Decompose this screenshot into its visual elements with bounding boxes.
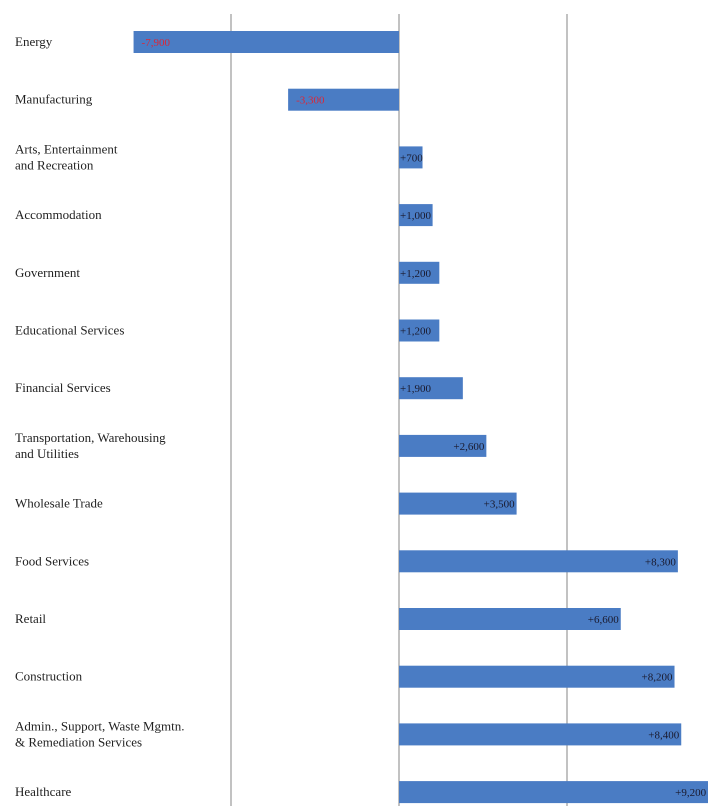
value-label-4: +1,200	[400, 268, 431, 280]
value-labels: -7,900 -3,300 +700 +1,000 +1,200 +1,200 +1,900…	[142, 37, 707, 799]
value-label-5: +1,200	[400, 326, 431, 338]
bar-12	[399, 723, 682, 746]
category-label-13: Healthcare	[15, 784, 72, 799]
category-label-8: Wholesale Trade	[15, 496, 103, 511]
value-label-1: -3,300	[296, 95, 325, 107]
bar-7	[399, 434, 487, 457]
category-label-2: Arts, Entertainment and Recreation	[15, 141, 118, 172]
bar-4	[399, 261, 440, 284]
category-label-4: Government	[15, 265, 80, 280]
category-label-9: Food Services	[15, 553, 89, 568]
value-label-6: +1,900	[400, 383, 431, 395]
bar-13	[399, 781, 708, 804]
value-label-12: +8,400	[648, 729, 679, 741]
bar-9	[399, 550, 678, 573]
value-label-7: +2,600	[453, 441, 484, 453]
bar-3	[399, 204, 433, 227]
category-label-0: Energy	[15, 34, 53, 49]
value-label-9: +8,300	[645, 556, 676, 568]
category-label-3: Accommodation	[15, 207, 102, 222]
bar-10	[399, 608, 621, 630]
category-label-11: Construction	[15, 669, 83, 684]
value-label-8: +3,500	[484, 499, 515, 511]
bar-8	[399, 492, 517, 515]
value-label-2: +700	[400, 152, 423, 164]
bar-5	[399, 319, 440, 342]
value-label-3: +1,000	[400, 210, 431, 222]
bar-1	[288, 88, 399, 111]
category-label-10: Retail	[15, 611, 46, 626]
category-labels: Energy Manufacturing Arts, Entertainment an…	[15, 34, 185, 799]
category-label-6: Financial Services	[15, 380, 111, 395]
value-label-13: +9,200	[675, 787, 706, 799]
value-label-11: +8,200	[642, 672, 673, 684]
bars	[133, 31, 708, 804]
bar-6	[399, 377, 463, 400]
category-label-12: Admin., Support, Waste Mgmtn. & Remediati…	[15, 718, 185, 749]
value-label-10: +6,600	[588, 614, 619, 626]
category-label-5: Educational Services	[15, 323, 124, 338]
category-label-1: Manufacturing	[15, 92, 93, 107]
bar-0	[133, 31, 399, 53]
bar-11	[399, 665, 675, 688]
bar-2	[399, 146, 423, 169]
category-label-7: Transportation, Warehousing and Utilities	[15, 430, 166, 461]
value-label-0: -7,900	[142, 37, 171, 49]
